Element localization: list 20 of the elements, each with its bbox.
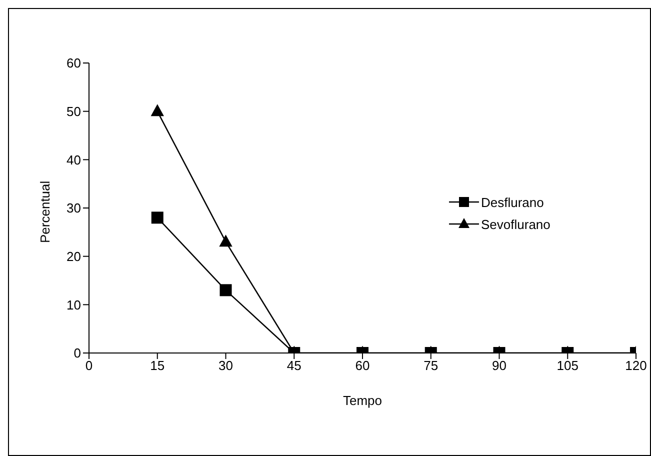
x-tick-label: 0 (85, 358, 93, 374)
x-tick-label: 120 (625, 358, 647, 374)
legend-label: Desflurano (481, 194, 544, 210)
x-tick-label: 45 (286, 358, 302, 374)
y-tick-label: 10 (66, 297, 81, 312)
y-tick-label: 20 (66, 248, 81, 264)
y-tick-label: 60 (66, 56, 81, 71)
x-tick-label: 90 (492, 358, 506, 374)
x-tick-label: 15 (150, 358, 165, 374)
x-tick-label: 105 (556, 358, 578, 374)
y-tick-label: 40 (66, 152, 81, 168)
y-tick-label: 0 (74, 346, 81, 361)
y-tick-label: 50 (66, 104, 81, 119)
x-tick-label: 60 (355, 358, 370, 374)
legend-label: Sevoflurano (481, 216, 550, 232)
x-tick-label: 30 (218, 358, 233, 374)
y-tick-label: 30 (66, 200, 81, 216)
y-axis-title: Percentual (38, 180, 53, 243)
x-tick-label: 75 (424, 358, 438, 374)
x-axis-title: Tempo (342, 393, 382, 408)
